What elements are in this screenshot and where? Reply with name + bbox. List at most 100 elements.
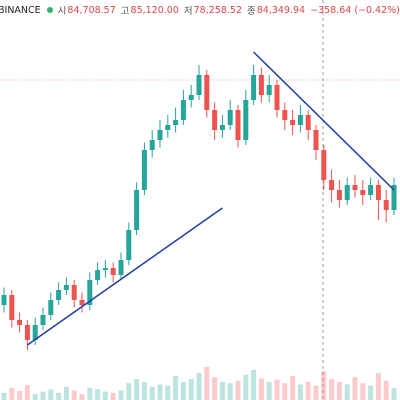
volume-bar [118, 390, 124, 400]
candle-body [212, 110, 218, 130]
change-value: −358.64 (−0.42%) [310, 4, 400, 16]
open-label: 시 [57, 6, 67, 17]
trendline [26, 207, 223, 346]
volume-bar [157, 384, 163, 400]
open-value: 84,708.57 [67, 4, 116, 16]
volume-bar [352, 377, 358, 400]
volume-bar [173, 376, 179, 400]
candle-body [360, 190, 366, 195]
candle-body [79, 300, 85, 305]
volume-bar [188, 379, 194, 400]
volume-bar [102, 391, 108, 400]
volume-bar [235, 380, 241, 400]
volume-bar [329, 379, 335, 400]
volume-bar [63, 386, 69, 400]
volume-bar [266, 382, 272, 400]
candle-body [149, 140, 155, 150]
volume-bar [313, 385, 319, 400]
volume-bar [24, 385, 30, 400]
candle-body [48, 300, 54, 315]
volume-bar [375, 373, 381, 400]
volume-bar [71, 390, 77, 400]
volume-bar [87, 388, 93, 400]
volume-bar [243, 374, 249, 400]
volume-bar [204, 367, 210, 400]
candle-body [157, 130, 163, 140]
low-value: 78,258.52 [193, 4, 242, 16]
candle-body [180, 100, 186, 120]
volume-bar [391, 388, 397, 400]
candle-body [165, 125, 171, 130]
candle-body [251, 75, 257, 100]
exchange: BINANCE [0, 4, 41, 16]
volume-bar [227, 383, 233, 400]
candle-body [336, 190, 342, 200]
volume-bar [149, 386, 155, 400]
volume-bar [32, 394, 38, 400]
candle-body [227, 110, 233, 125]
volume-bar [48, 389, 54, 400]
volume-bar [165, 385, 171, 400]
volume-bar [180, 382, 186, 400]
volume-bar [282, 383, 288, 400]
volume-bar [110, 392, 116, 400]
volume-bar [274, 379, 280, 400]
candle-body [329, 180, 335, 190]
close-value: 84,349.94 [256, 4, 306, 16]
candle-body [235, 110, 241, 140]
volume-bar [251, 370, 257, 400]
candle-body [258, 75, 264, 95]
volume-bar [360, 383, 366, 400]
volume-bar [95, 389, 101, 400]
candle-body [219, 125, 225, 130]
volume-bar [321, 371, 327, 400]
candle-body [321, 150, 327, 180]
volume-bar [40, 391, 46, 400]
candle-body [188, 95, 194, 100]
volume-bar [336, 382, 342, 400]
candle-body [305, 115, 311, 130]
candle-body [383, 200, 389, 210]
candle-body [243, 100, 249, 140]
candle-body [102, 268, 108, 270]
volume-bar [17, 391, 23, 400]
volume-bar [368, 385, 374, 400]
candle-body [282, 110, 288, 120]
volume-bar [344, 384, 350, 400]
candle-body [368, 185, 374, 195]
candle-body [17, 320, 23, 325]
candle-body [290, 120, 296, 125]
legend-header: BINANCE 시 84,708.57 고 85,120.00 저 78,258.52… [0, 3, 400, 18]
volume-bar [383, 380, 389, 400]
candle-body [87, 280, 93, 305]
volume-bar [126, 383, 132, 400]
candle-body [352, 185, 358, 190]
candle-body [9, 295, 15, 320]
volume-bar [9, 388, 15, 400]
candle-body [266, 85, 272, 95]
candle-body [134, 190, 140, 230]
volume-bar [297, 384, 303, 400]
candle-body [141, 150, 147, 190]
candle-body [274, 85, 280, 110]
volume-bar [79, 394, 85, 400]
candle-body [173, 120, 179, 125]
volume-bar [196, 373, 202, 400]
candle-body [56, 290, 62, 300]
volume-bar [1, 392, 7, 400]
candle-body [40, 315, 46, 325]
candle-body [71, 285, 77, 300]
volume-bar [141, 382, 147, 400]
volume-bar [258, 378, 264, 400]
candle-body [375, 185, 381, 200]
candle-body [126, 230, 132, 260]
candle-body [95, 270, 101, 280]
low-label: 저 [183, 6, 193, 17]
candle-body [110, 268, 116, 275]
high-label: 고 [120, 6, 130, 17]
volume-bar [305, 382, 311, 400]
candle-body [391, 185, 397, 210]
close-label: 종 [247, 6, 256, 17]
candle-body [196, 75, 202, 95]
candle-body [1, 295, 7, 305]
